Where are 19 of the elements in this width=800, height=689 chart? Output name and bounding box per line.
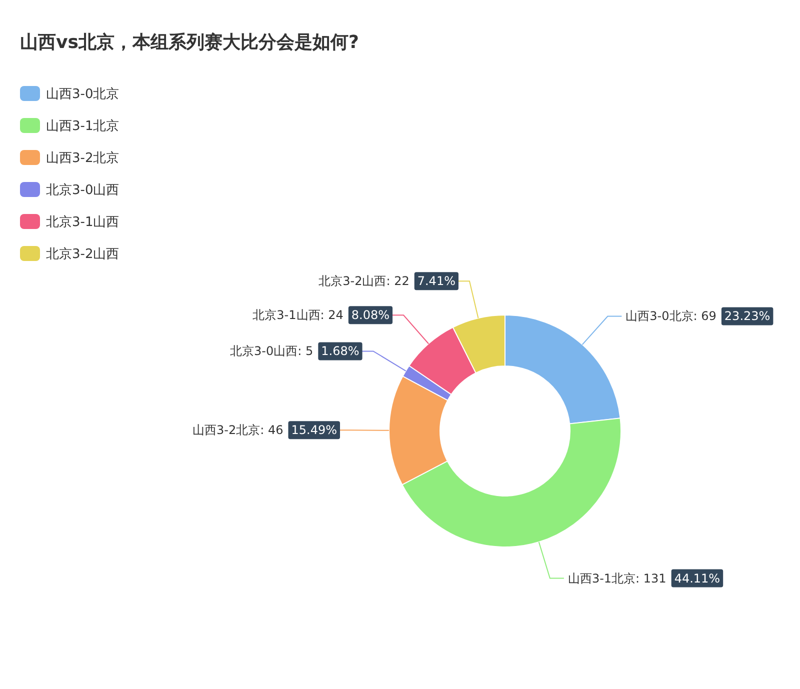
- slice-label: 山西3-0北京: [626, 309, 694, 324]
- data-label: : 5 1.68%: [298, 344, 360, 358]
- legend-label: 北京3-1山西: [46, 215, 120, 230]
- slice-label: 北京3-1山西: [252, 308, 320, 322]
- data-label: : 46 15.49%: [260, 423, 337, 438]
- data-label: : 24 8.08%: [320, 308, 390, 322]
- legend-label: 山西3-2北京: [46, 151, 120, 166]
- slice-label: 山西3-2北京: [192, 423, 260, 438]
- slice-label: 山西3-1北京: [568, 571, 636, 586]
- chart-title: 山西vs北京，本组系列赛大比分会是如何?: [20, 32, 359, 53]
- slice-label: 北京3-0山西: [230, 344, 298, 358]
- legend-label: 北京3-0山西: [46, 183, 120, 198]
- data-label: : 22 7.41%: [386, 274, 456, 288]
- slice-label: 北京3-2山西: [318, 274, 386, 288]
- legend-label: 山西3-0北京: [46, 87, 120, 102]
- legend-label: 北京3-2山西: [46, 247, 120, 262]
- data-label: : 69 23.23%: [693, 309, 770, 324]
- legend-label: 山西3-1北京: [46, 119, 120, 134]
- data-label: : 131 44.11%: [636, 571, 720, 586]
